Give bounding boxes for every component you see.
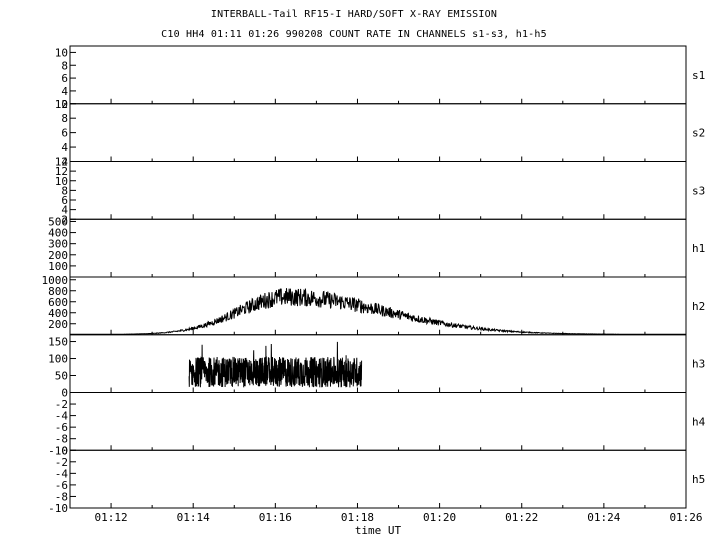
ytick-label-s1-2: 6 [61, 72, 68, 85]
x-axis-label: time UT [355, 524, 402, 537]
panel-frame-h3 [69, 334, 687, 393]
ytick-label-s1-3: 8 [61, 59, 68, 72]
ytick-label-h4-5: 0 [61, 387, 68, 400]
ytick-label-h5-4: -2 [55, 456, 68, 469]
panel-frame-h1 [69, 218, 687, 278]
ytick-label-h1-0: 100 [48, 260, 68, 273]
xtick-label-7: 01:26 [669, 511, 702, 524]
xtick-label-4: 01:20 [423, 511, 456, 524]
ytick-label-s3-0: 2 [61, 213, 68, 226]
ytick-label-h2-3: 800 [48, 285, 68, 298]
panel-frame-h5 [69, 449, 687, 509]
xtick-label-1: 01:14 [177, 511, 210, 524]
panel-frame-s3 [69, 161, 687, 220]
ytick-label-h4-2: -6 [55, 421, 68, 434]
ytick-label-h5-2: -6 [55, 479, 68, 492]
ytick-label-s1-1: 4 [61, 85, 68, 98]
ytick-label-h1-4: 500 [48, 215, 68, 228]
panel-label-h2: h2 [692, 300, 705, 313]
ytick-label-h5-1: -8 [55, 490, 68, 503]
xtick-label-3: 01:18 [341, 511, 374, 524]
ytick-label-s3-3: 8 [61, 184, 68, 197]
panel-frame-s2 [69, 103, 687, 162]
series-line-h2 [70, 288, 686, 335]
series-line-h3 [188, 341, 363, 388]
panel-label-h4: h4 [692, 415, 706, 428]
chart-subtitle: C10 HH4 01:11 01:26 990208 COUNT RATE IN… [161, 29, 547, 40]
ytick-label-h2-0: 200 [48, 318, 68, 331]
panel-label-h3: h3 [692, 358, 705, 371]
panel-label-s2: s2 [692, 127, 705, 140]
ytick-label-s2-1: 4 [61, 141, 68, 154]
ytick-label-s3-4: 10 [55, 175, 68, 188]
panel-frame-h4 [69, 392, 687, 451]
ytick-label-h1-1: 200 [48, 249, 68, 262]
panel-label-h5: h5 [692, 473, 705, 486]
ytick-label-s2-0: 2 [61, 156, 68, 169]
ytick-label-h2-1: 400 [48, 307, 68, 320]
ytick-label-h5-0: -10 [48, 502, 68, 515]
panel-frame-s1 [69, 45, 687, 105]
ytick-label-h3-0: 50 [55, 370, 68, 383]
ytick-label-h2-2: 600 [48, 296, 68, 309]
ytick-label-h1-3: 400 [48, 227, 68, 240]
ytick-label-s3-2: 6 [61, 194, 68, 207]
xtick-label-6: 01:24 [587, 511, 620, 524]
ytick-label-h5-5: 0 [61, 444, 68, 457]
panel-label-h1: h1 [692, 242, 705, 255]
ytick-label-s2-3: 8 [61, 112, 68, 125]
ytick-label-s1-4: 10 [55, 46, 68, 59]
ytick-label-h1-2: 300 [48, 238, 68, 251]
ytick-label-s3-6: 14 [55, 156, 69, 169]
ytick-label-h4-1: -8 [55, 433, 68, 446]
ytick-label-s3-5: 12 [55, 165, 68, 178]
xtick-label-5: 01:22 [505, 511, 538, 524]
ytick-label-h2-4: 1000 [42, 274, 69, 287]
ytick-label-h3-1: 100 [48, 353, 68, 366]
xtick-label-0: 01:12 [95, 511, 128, 524]
ytick-label-h3-2: 150 [48, 336, 68, 349]
ytick-label-s2-4: 10 [55, 98, 68, 111]
ytick-label-h4-3: -4 [55, 410, 69, 423]
ytick-label-s2-2: 6 [61, 127, 68, 140]
panel-label-s1: s1 [692, 69, 705, 82]
ytick-label-h4-4: -2 [55, 398, 68, 411]
chart-title: INTERBALL-Tail RF15-I HARD/SOFT X-RAY EM… [210, 9, 498, 20]
ytick-label-s1-0: 2 [61, 98, 68, 111]
panel-label-s3: s3 [692, 184, 705, 197]
ytick-label-h4-0: -10 [48, 444, 68, 457]
ytick-label-h5-3: -4 [55, 467, 69, 480]
xtick-label-2: 01:16 [259, 511, 292, 524]
ytick-label-s3-1: 4 [61, 204, 68, 217]
